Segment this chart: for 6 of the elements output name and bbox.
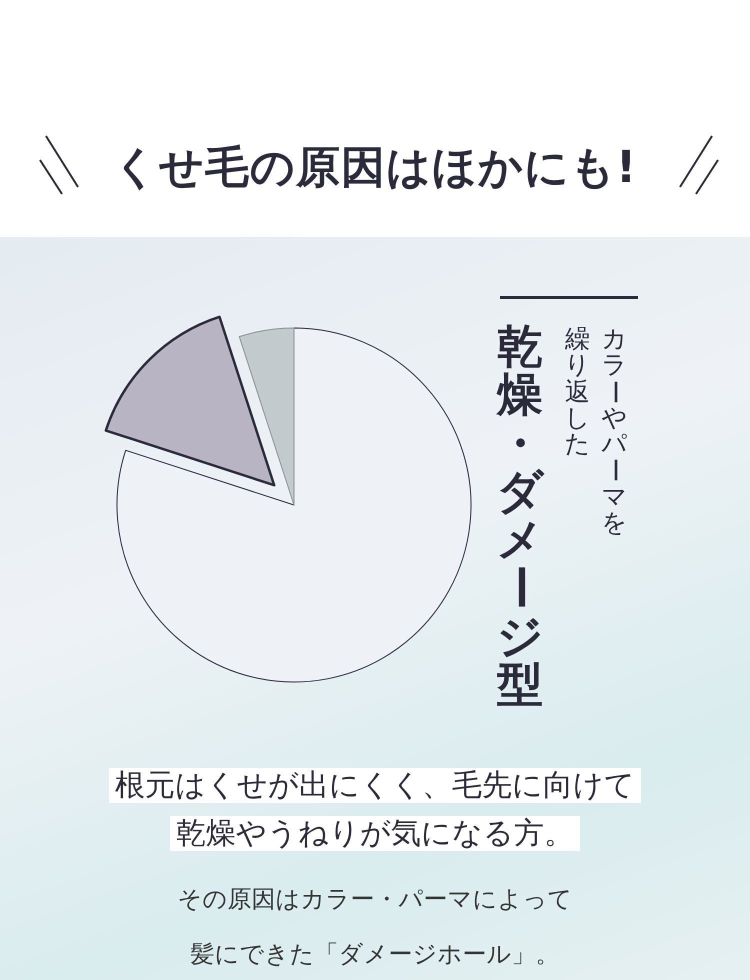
- text: その原因はカラー・パーマによって髪にできた「ダメージホール」。: [176, 884, 574, 970]
- text: 乾燥・ダメージ型: [492, 319, 548, 712]
- text: 繰り返した: [564, 324, 592, 458]
- text: 根元はくせが出にくく、毛先に向けて乾燥やうねりが気になる方。: [109, 768, 641, 851]
- chart-title: くせ毛の原因はほかにも!: [112, 141, 638, 195]
- text: カラーやパーマを: [600, 324, 631, 537]
